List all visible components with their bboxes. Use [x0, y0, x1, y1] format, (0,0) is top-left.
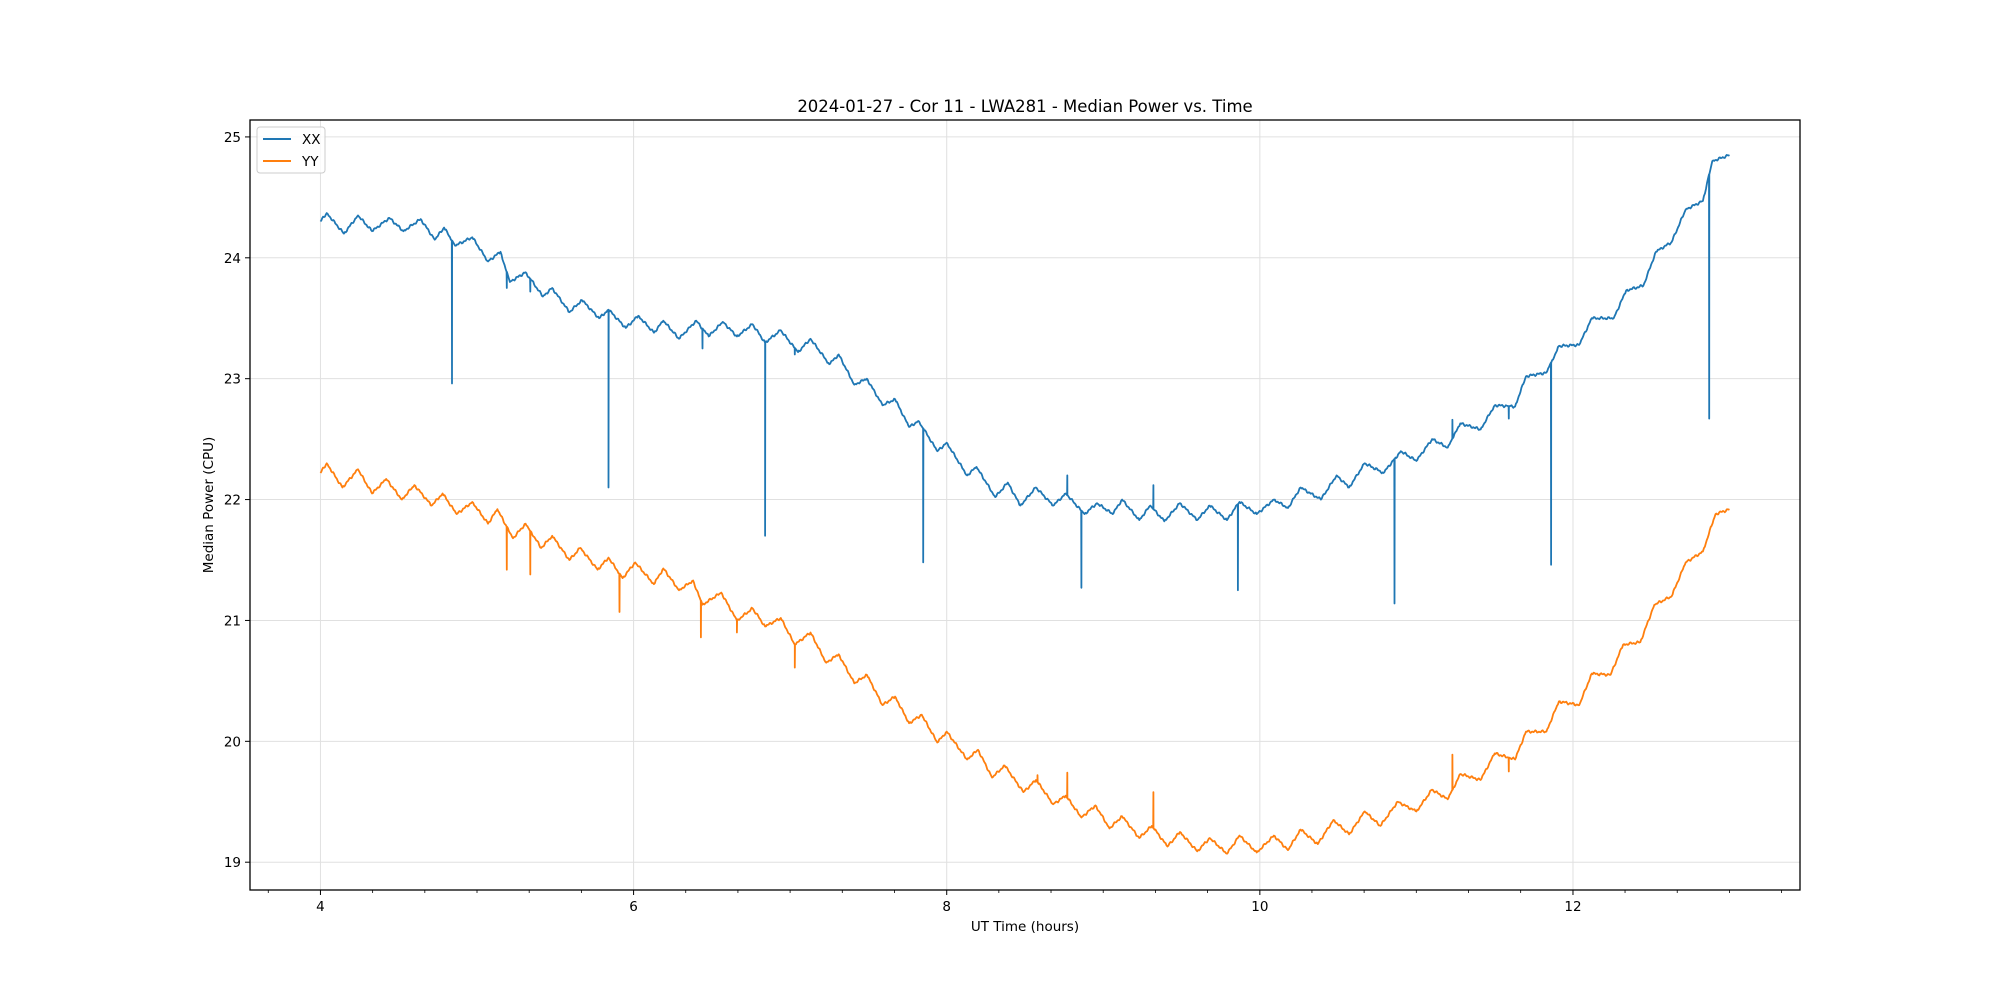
- x-axis-ticks: 4 6 8 10 12: [267, 890, 1782, 915]
- series-lines: [319, 153, 1730, 855]
- legend: XX YY: [256, 126, 326, 174]
- legend-label-xx: XX: [302, 132, 321, 148]
- y-tick-label: 20: [224, 734, 241, 750]
- y-tick-label: 21: [224, 613, 241, 629]
- chart-title: 2024-01-27 - Cor 11 - LWA281 - Median Po…: [797, 97, 1252, 116]
- series-line-yy: [319, 462, 1730, 855]
- x-tick-label: 6: [629, 899, 638, 915]
- x-axis-label: UT Time (hours): [971, 919, 1079, 935]
- y-tick-label: 25: [224, 130, 241, 146]
- x-tick-label: 10: [1251, 899, 1268, 915]
- y-tick-label: 19: [224, 855, 241, 871]
- x-tick-label: 12: [1564, 899, 1581, 915]
- plot-frame: [249, 119, 1801, 891]
- y-tick-label: 22: [224, 493, 241, 509]
- x-tick-label: 8: [942, 899, 951, 915]
- y-tick-label: 24: [224, 251, 241, 267]
- x-tick-label: 4: [316, 899, 325, 915]
- legend-label-yy: YY: [301, 154, 319, 170]
- y-axis-ticks: 19 20 21 22 23 24 25: [224, 130, 250, 871]
- series-line-xx: [319, 153, 1730, 605]
- y-axis-label: Median Power (CPU): [201, 437, 217, 573]
- grid-lines: [250, 120, 1800, 890]
- y-tick-label: 23: [224, 372, 241, 388]
